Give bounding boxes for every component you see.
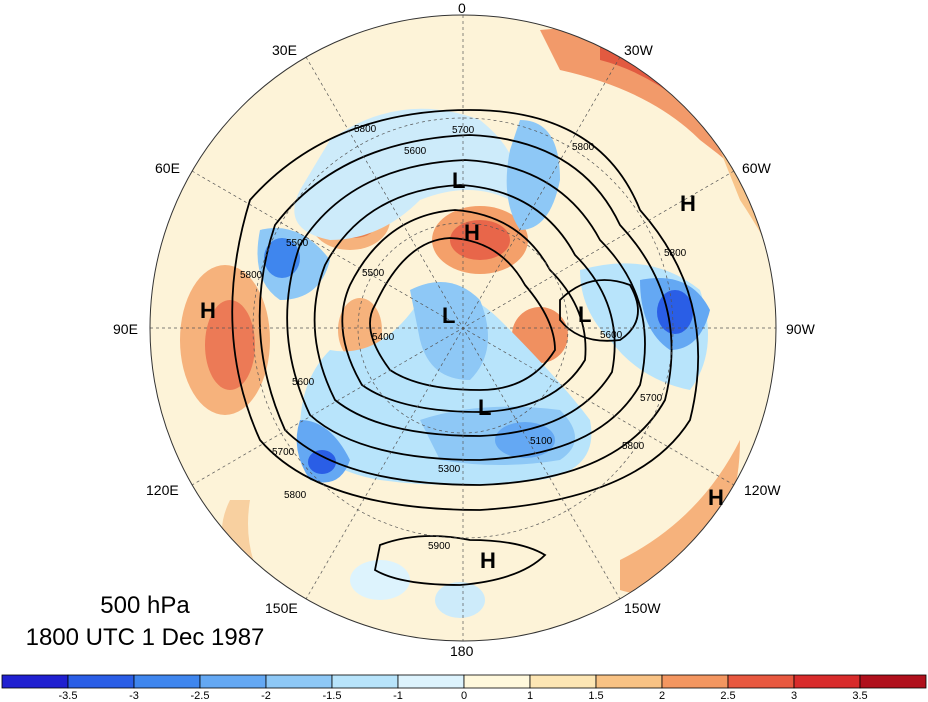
high-pressure-center: H <box>680 191 696 216</box>
lon-label-30w: 30W <box>624 42 653 58</box>
lon-label-180: 180 <box>450 643 474 659</box>
contour-label: 5600 <box>600 330 623 341</box>
contour-label: 5700 <box>640 393 663 404</box>
high-pressure-center: H <box>708 485 724 510</box>
lon-label-150w: 150W <box>624 600 661 616</box>
colorbar-tick-label: -1.5 <box>322 690 342 702</box>
lon-label-120w: 120W <box>744 482 781 498</box>
contour-label: 5500 <box>362 268 385 279</box>
contour-label: 5800 <box>572 142 595 153</box>
contour-label: 5500 <box>286 238 309 249</box>
colorbar-tick-label: 3.5 <box>852 690 868 702</box>
low-pressure-center: L <box>452 168 465 193</box>
contour-label: 5100 <box>530 436 553 447</box>
high-pressure-center: H <box>480 548 496 573</box>
colorbar-tick-label: 1 <box>526 690 534 702</box>
high-pressure-center: H <box>200 298 216 323</box>
colorbar-tick-label: -3.5 <box>58 690 78 702</box>
lon-label-150e: 150E <box>265 600 298 616</box>
contour-label: 5600 <box>404 146 427 157</box>
contour-label: 5400 <box>372 332 395 343</box>
map-time-title: 1800 UTC 1 Dec 1987 <box>25 624 265 651</box>
height-contours <box>231 109 700 586</box>
colorbar <box>1 674 927 689</box>
lon-label-60w: 60W <box>742 160 771 176</box>
lon-label-60e: 60E <box>155 160 180 176</box>
colorbar-swatch <box>859 674 927 689</box>
contour-label: 5800 <box>284 490 307 501</box>
contour-label: 5300 <box>438 464 461 475</box>
colorbar-tick-label: 1.5 <box>588 690 604 702</box>
contour-label: 5800 <box>622 441 645 452</box>
colorbar-tick-label: -2.5 <box>190 690 210 702</box>
colorbar-tick-label: 2.5 <box>720 690 736 702</box>
lon-label-90e: 90E <box>113 321 138 337</box>
low-pressure-center: L <box>578 302 591 327</box>
contour-label: 5600 <box>292 377 315 388</box>
high-pressure-center: H <box>464 220 480 245</box>
contour-label: 5700 <box>452 125 475 136</box>
low-pressure-center: L <box>442 303 455 328</box>
graticule <box>150 15 776 641</box>
contour-label: 5800 <box>354 124 377 135</box>
lon-label-120e: 120E <box>146 482 179 498</box>
contour-label: 5900 <box>428 541 451 552</box>
lon-label-0: 0 <box>458 0 466 16</box>
map-level-title: 500 hPa <box>100 592 190 619</box>
colorbar-tick-label: 3 <box>790 690 798 702</box>
colorbar-tick-label: -2 <box>261 690 271 702</box>
contour-label: 5700 <box>272 447 295 458</box>
colorbar-tick-label: 0 <box>460 690 468 702</box>
colorbar-tick-label: 2 <box>658 690 666 702</box>
contour-label: 5800 <box>240 270 263 281</box>
lon-label-30e: 30E <box>272 42 297 58</box>
colorbar-tick-label: -1 <box>393 690 403 702</box>
low-pressure-center: L <box>478 395 491 420</box>
contour-label: 5800 <box>664 248 687 259</box>
lon-label-90w: 90W <box>786 321 815 337</box>
colorbar-tick-label: -3 <box>129 690 139 702</box>
